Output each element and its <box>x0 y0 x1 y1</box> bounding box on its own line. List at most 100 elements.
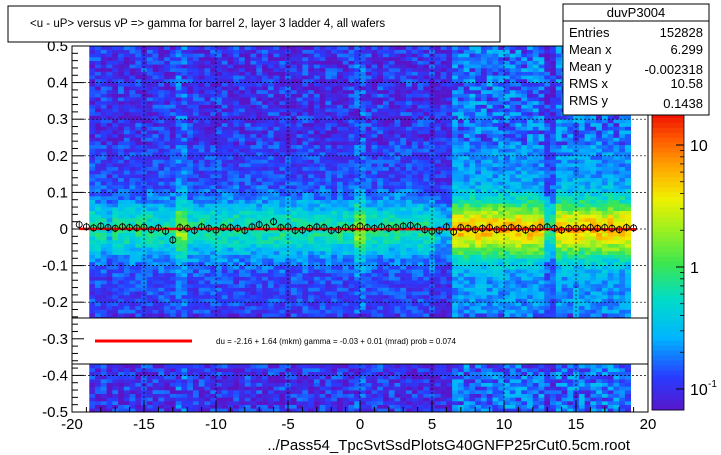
profile-point <box>385 224 393 232</box>
profile-point <box>586 224 594 231</box>
stats-row-value: 152828 <box>660 25 703 40</box>
colorbar-segment <box>652 286 684 292</box>
colorbar-segment <box>652 172 684 178</box>
profile-point <box>349 224 357 232</box>
profile-point <box>630 224 638 232</box>
y-tick-label: 0.1 <box>47 184 68 201</box>
profile-point <box>284 223 292 231</box>
profile-point <box>270 218 278 226</box>
profile-point <box>406 221 414 229</box>
profile-point <box>154 224 162 232</box>
profile-point <box>507 224 515 231</box>
y-tick-label: -0.4 <box>42 367 68 384</box>
profile-point <box>248 223 256 231</box>
colorbar-segment <box>652 152 684 158</box>
profile-point <box>327 227 335 234</box>
colorbar-segment <box>652 311 684 317</box>
colorbar-segment <box>652 306 684 312</box>
colorbar-segment <box>652 301 684 307</box>
colorbar-segment <box>652 192 684 198</box>
colorbar-segment <box>652 162 684 168</box>
profile-point <box>464 224 472 232</box>
colorbar-segment <box>652 187 684 193</box>
colorbar-segment <box>652 221 684 228</box>
colorbar-segment <box>652 370 684 376</box>
fit-legend-box: du = -2.16 + 1.64 (mkm) gamma = -0.03 + … <box>71 317 649 365</box>
colorbar-segment <box>652 390 684 396</box>
colorbar-segment <box>652 137 684 144</box>
colorbar-segment <box>652 291 684 297</box>
x-tick-label: -10 <box>205 416 227 433</box>
colorbar-segment <box>652 157 684 163</box>
profile-point <box>601 224 609 231</box>
y-tick-label: -0.1 <box>42 258 68 275</box>
profile-point <box>320 224 328 231</box>
profile-point <box>421 226 429 234</box>
profile-point <box>450 228 458 236</box>
colorbar-segment <box>652 113 684 119</box>
colorbar-segment <box>652 236 684 243</box>
profile-point <box>622 224 630 231</box>
x-tick-label: 10 <box>496 416 513 433</box>
profile-point <box>558 226 566 234</box>
colorbar-segment <box>652 380 684 386</box>
colorbar-segment <box>652 226 684 233</box>
profile-point <box>514 224 522 232</box>
profile-points <box>75 217 638 244</box>
stats-row-label: RMS y <box>569 93 609 108</box>
stats-row-value: 10.58 <box>670 76 703 91</box>
x-tick-label: -15 <box>133 416 155 433</box>
profile-point <box>334 226 342 234</box>
profile-point <box>392 224 400 231</box>
title-box: <u - uP> versus vP => gamma for barrel 2… <box>7 5 501 43</box>
profile-point <box>442 223 450 231</box>
chart-title: <u - uP> versus vP => gamma for barrel 2… <box>30 18 385 30</box>
fit-legend-text: du = -2.16 + 1.64 (mkm) gamma = -0.03 + … <box>216 337 456 346</box>
profile-point <box>147 226 155 234</box>
profile-point <box>414 223 422 231</box>
profile-point <box>378 223 386 231</box>
profile-point <box>226 224 234 231</box>
colorbar-segment <box>652 251 684 257</box>
stats-row-label: Mean y <box>569 59 612 74</box>
profile-point <box>82 223 90 231</box>
x-tick-label: -20 <box>61 416 83 433</box>
profile-point <box>486 224 494 231</box>
colorbar-segment <box>652 400 684 406</box>
colorbar-segment <box>652 271 684 277</box>
profile-point <box>262 224 270 231</box>
colorbar-segment <box>652 266 684 272</box>
profile-point <box>306 224 314 232</box>
profile-point <box>90 224 98 232</box>
x-tick-label: 20 <box>640 416 657 433</box>
colorbar-segment <box>652 281 684 287</box>
colorbar-segment <box>652 142 684 149</box>
profile-point <box>342 224 350 231</box>
colorbar-segment <box>652 216 684 223</box>
profile-point <box>234 224 242 232</box>
profile-point <box>428 227 436 235</box>
colorbar-segment <box>652 330 684 337</box>
profile-point <box>75 221 83 229</box>
profile-point <box>277 224 285 231</box>
stats-row-label: Mean x <box>569 42 612 57</box>
stats-row-value: 0.1438 <box>663 96 703 111</box>
profile-point <box>522 226 530 234</box>
profile-point <box>212 226 220 234</box>
profile-point <box>370 224 378 232</box>
stats-row-label: RMS x <box>569 76 609 91</box>
stats-row-value: 6.299 <box>670 42 703 57</box>
colorbar-label: 10 <box>690 138 708 155</box>
profile-point <box>529 224 537 232</box>
profile-point <box>97 222 105 230</box>
y-tick-label: 0.3 <box>47 111 68 128</box>
colorbar-segment <box>652 182 684 188</box>
x-tick-label: 0 <box>356 416 364 433</box>
profile-point <box>313 223 321 231</box>
colorbar-segment <box>652 335 684 342</box>
profile-point <box>298 226 306 234</box>
colorbar-segment <box>652 276 684 282</box>
colorbar-segment <box>652 365 684 371</box>
